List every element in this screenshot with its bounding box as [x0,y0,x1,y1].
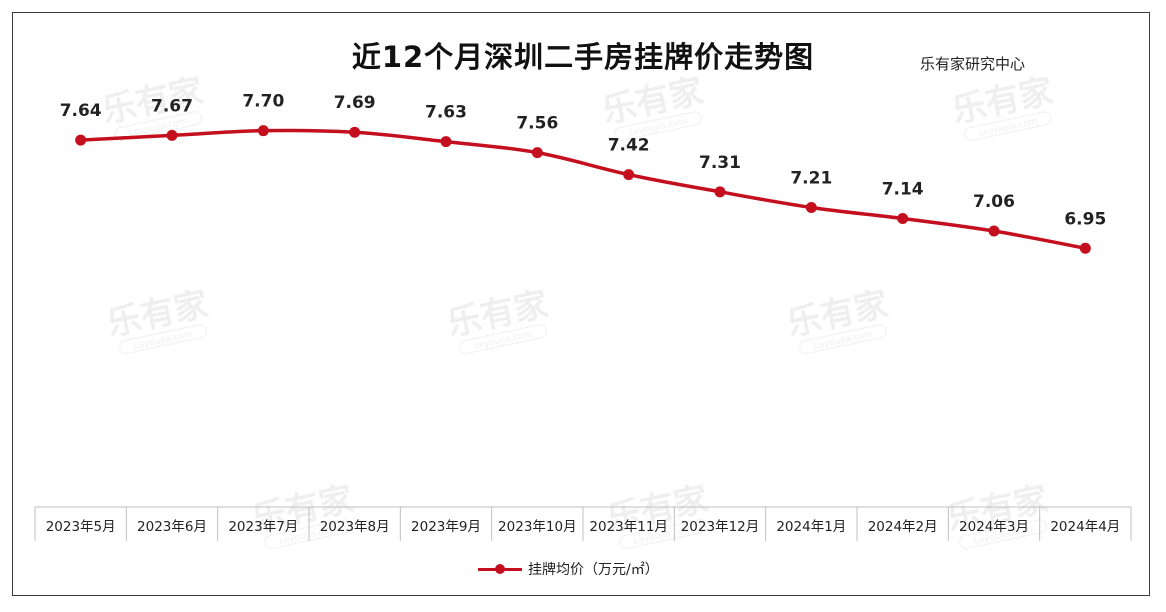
x-tick-label: 2023年9月 [411,519,481,535]
data-point [805,202,817,214]
svg-text:乐有家: 乐有家 [444,284,552,344]
svg-text:乐有家: 乐有家 [104,284,212,344]
x-tick-label: 2023年6月 [137,519,207,535]
data-label: 7.42 [608,136,650,156]
series-layer: 7.64 7.67 7.70 7.69 7.63 7.56 7.42 7.31 7.21 7.14… [60,92,1106,254]
data-point [166,129,178,141]
svg-text:乐有家: 乐有家 [784,284,892,344]
chart-frame [12,12,1150,596]
data-label: 7.69 [334,93,376,113]
data-point [623,169,635,181]
chart-title: 近12个月深圳二手房挂牌价走势图 [351,40,815,74]
legend-swatch [478,562,522,576]
data-label: 6.95 [1064,209,1106,229]
data-point [988,225,1000,237]
x-tick-label: 2024年2月 [868,519,938,535]
legend: 挂牌均价（万元/㎡） [478,558,659,580]
svg-text:乐有家: 乐有家 [949,71,1057,131]
data-label: 7.06 [973,192,1015,212]
data-point [440,136,452,148]
data-point [531,147,543,159]
data-label: 7.64 [60,101,102,121]
data-label: 7.67 [151,96,193,116]
x-axis: 2023年5月 2023年6月 2023年7月 2023年8月 2023年9月 2023年… [34,506,1132,541]
data-point [714,186,726,198]
x-tick-label: 2023年7月 [228,519,298,535]
data-point [75,134,87,146]
data-point [349,126,361,138]
svg-text:乐有家: 乐有家 [599,71,707,131]
x-tick-label: 2024年4月 [1050,519,1120,535]
data-point [897,212,909,224]
data-label: 7.70 [242,92,284,112]
x-tick-label: 2024年1月 [776,519,846,535]
data-label: 7.31 [699,153,741,173]
source-label: 乐有家研究中心 [920,55,1026,73]
data-point [257,125,269,137]
x-tick-label: 2023年10月 [498,519,577,535]
x-tick-label: 2023年8月 [320,519,390,535]
series-line [78,128,1088,251]
data-label: 7.14 [882,179,924,199]
x-tick-label: 2023年5月 [46,519,116,535]
data-label: 7.21 [790,169,832,189]
x-tick-label: 2024年3月 [959,519,1029,535]
legend-label: 挂牌均价（万元/㎡） [528,562,659,578]
data-label: 7.63 [425,103,467,123]
data-point [1079,242,1091,254]
x-tick-label: 2023年11月 [589,519,668,535]
data-label: 7.56 [516,114,558,134]
x-tick-label: 2023年12月 [681,519,760,535]
